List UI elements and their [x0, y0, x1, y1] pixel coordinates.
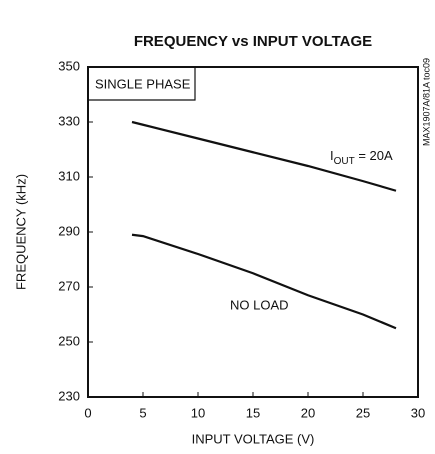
label-part: I: [330, 148, 334, 163]
y-tick-label: 330: [58, 113, 80, 128]
y-tick-label: 290: [58, 223, 80, 238]
x-tick-label: 5: [139, 405, 146, 420]
plot-frame: [87, 66, 419, 398]
x-tick-label: 30: [411, 405, 425, 420]
y-tick-label: 230: [58, 388, 80, 403]
chart-title: FREQUENCY vs INPUT VOLTAGE: [134, 33, 372, 50]
y-axis-label: FREQUENCY (kHz): [13, 174, 28, 290]
series-line: [131, 233, 397, 330]
side-note: MAX1907A/81A toc09: [421, 58, 431, 146]
x-tick-label: 10: [191, 405, 205, 420]
y-tick-label: 310: [58, 168, 80, 183]
y-tick-label: 350: [58, 58, 80, 73]
box-label: SINGLE PHASE: [95, 76, 191, 91]
label-box: [88, 67, 196, 101]
x-tick-label: 15: [246, 405, 260, 420]
label-part: = 20A: [355, 148, 393, 163]
series-line: [131, 120, 397, 192]
series-label: IOUT = 20A: [330, 148, 393, 166]
y-tick-label: 250: [58, 333, 80, 348]
series-label: NO LOAD: [230, 297, 289, 312]
x-axis-label: INPUT VOLTAGE (V): [192, 431, 315, 446]
x-tick-label: 20: [301, 405, 315, 420]
label-sub: OUT: [334, 156, 355, 167]
x-tick-label: 25: [356, 405, 370, 420]
y-tick-label: 270: [58, 278, 80, 293]
x-tick-label: 0: [84, 405, 91, 420]
